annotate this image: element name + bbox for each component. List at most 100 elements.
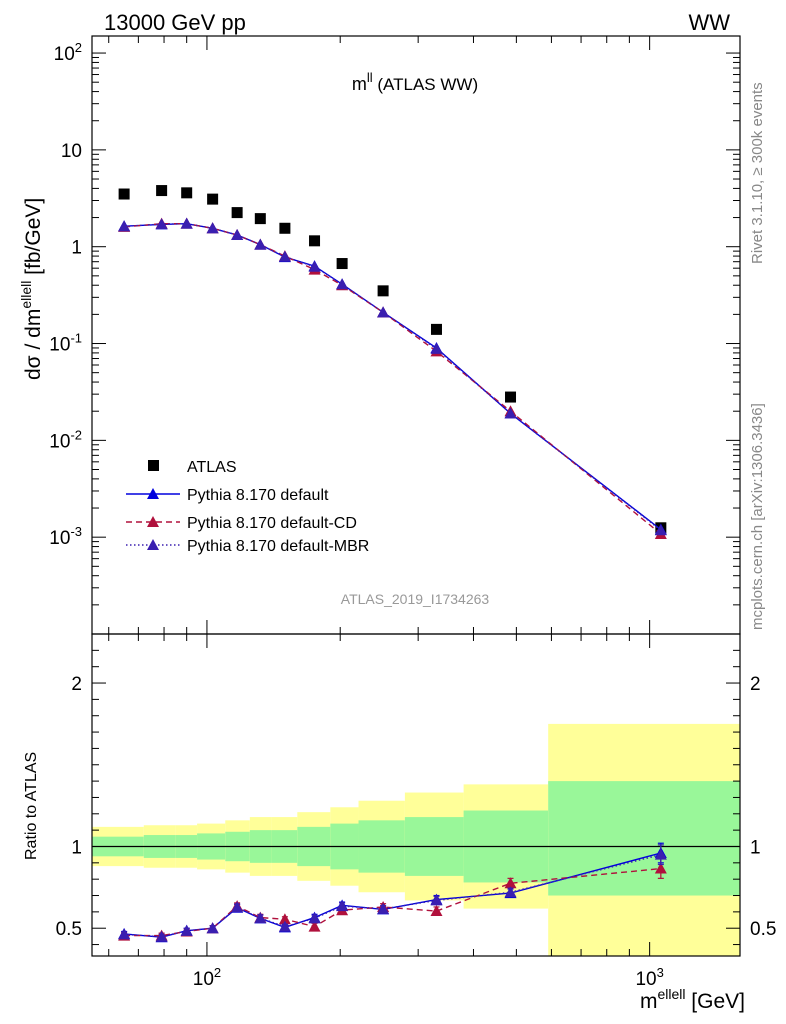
y-tick-label: 10-1: [49, 331, 82, 356]
ratio-y-tick-label: 1: [71, 837, 82, 858]
legend-label: Pythia 8.170 default-MBR: [187, 538, 369, 555]
atlas-data-point: [505, 391, 517, 403]
ratio-data-point: [206, 922, 219, 934]
atlas-data-point: [377, 285, 389, 297]
main-plot-title: mll (ATLAS WW): [352, 70, 478, 94]
main-y-axis-label: dσ / dmellell [fb/GeV]: [18, 198, 45, 380]
mc-data-point: [155, 218, 168, 230]
tick-base: 10: [49, 528, 70, 549]
ratio-data-point: [278, 920, 291, 932]
ratio-data-point: [430, 905, 443, 917]
ratio-y-tick-label-right: 0.5: [750, 919, 776, 940]
mc-data-point: [206, 222, 219, 234]
x-axis-label: mellell [GeV]: [640, 986, 745, 1013]
y-tick-label: 102: [54, 40, 82, 65]
mc-data-point: [504, 407, 517, 419]
mc-data-point: [180, 217, 193, 229]
x-label-prefix: m: [640, 990, 658, 1013]
ratio-series-2: [118, 844, 667, 942]
atlas-data-point: [279, 222, 291, 234]
ratio-data-point: [654, 862, 667, 874]
ratio-data-point: [654, 848, 667, 860]
legend-label: Pythia 8.170 default: [187, 487, 329, 504]
tick-exponent: 2: [214, 965, 221, 980]
legend-label: Pythia 8.170 default-CD: [187, 515, 357, 532]
mc-data-point: [308, 260, 321, 272]
inner-band: [548, 781, 740, 896]
ratio-data-point: [231, 901, 244, 913]
ratio-data-point: [336, 900, 349, 912]
mcplots-label: mcplots.cern.ch [arXiv:1306.3436]: [749, 403, 766, 630]
title-main: m: [352, 74, 367, 94]
legend-marker-triangle: [147, 516, 159, 527]
uncertainty-bands: [92, 723, 740, 956]
ratio-data-point: [308, 912, 321, 924]
tick-base: 10: [49, 431, 70, 452]
ratio-data-point: [254, 912, 267, 924]
mc-data-point: [278, 250, 291, 262]
mc-data-point: [377, 306, 390, 318]
y-label-suffix: [fb/GeV]: [22, 198, 45, 281]
title-rest: (ATLAS WW): [373, 75, 478, 94]
header-right-label: WW: [688, 10, 730, 35]
x-label-sup: ellell: [657, 986, 685, 1002]
y-tick-label: 1: [71, 238, 82, 259]
ratio-y-tick-label: 2: [71, 674, 82, 695]
legend-marker-triangle: [147, 539, 159, 550]
atlas-data-point: [254, 213, 266, 225]
tick-exponent: -2: [70, 427, 82, 442]
mc-data-point: [654, 524, 667, 536]
legend-label: ATLAS: [187, 459, 237, 476]
ratio-data-point: [278, 913, 291, 925]
tick-exponent: 3: [657, 965, 664, 980]
tick-exponent: -1: [70, 331, 82, 346]
mc-data-point: [336, 278, 349, 290]
atlas-data-point: [181, 187, 193, 199]
rivet-version-label: Rivet 3.1.10, ≥ 300k events: [749, 82, 766, 264]
atlas-data-point: [336, 258, 348, 270]
y-tick-label: 10: [61, 141, 82, 162]
x-tick-label: 103: [635, 965, 663, 990]
tick-exponent: -3: [70, 524, 82, 539]
legend-marker-triangle: [147, 488, 159, 499]
ratio-y-tick-label-right: 1: [750, 837, 761, 858]
x-label-suffix: [GeV]: [685, 990, 745, 1013]
tick-base: 10: [49, 335, 70, 356]
atlas-data-point: [207, 193, 219, 205]
y-tick-label: 10-2: [49, 427, 82, 452]
legend: ATLAS Pythia 8.170 default Pythia 8.170 de…: [126, 459, 369, 555]
analysis-watermark: ATLAS_2019_I1734263: [341, 591, 490, 607]
tick-base: 10: [635, 969, 656, 990]
y-label-sup: ellell: [18, 281, 34, 309]
ratio-data-point: [430, 894, 443, 906]
mc-data-point: [254, 238, 267, 250]
ratio-y-axis-label: Ratio to ATLAS: [23, 752, 40, 860]
tick-base: 10: [193, 969, 214, 990]
title-sup: ll: [367, 70, 373, 85]
ratio-y-tick-label: 0.5: [56, 919, 82, 940]
tick-base: 10: [54, 44, 75, 65]
mc-data-point: [430, 342, 443, 354]
atlas-data-point: [430, 323, 442, 335]
legend-marker-square: [148, 460, 159, 471]
atlas-data-point: [156, 185, 168, 197]
header-left-label: 13000 GeV pp: [104, 10, 246, 35]
mc-data-point: [118, 220, 131, 232]
atlas-data-point: [231, 207, 243, 219]
ratio-data-point: [504, 877, 517, 889]
series-line: [124, 222, 662, 531]
y-label-prefix: dσ / dm: [22, 309, 45, 380]
ratio-data-point: [504, 886, 517, 898]
tick-exponent: 2: [75, 40, 82, 55]
ratio-data-point: [308, 920, 321, 932]
x-tick-label: 102: [193, 965, 221, 990]
atlas-data-point: [309, 235, 321, 247]
ratio-y-tick-label-right: 2: [750, 674, 761, 695]
ratio-data-point: [155, 930, 168, 942]
y-tick-label: 10-3: [49, 524, 82, 549]
ratio-data-point: [180, 924, 193, 936]
mc-data-point: [231, 229, 244, 241]
